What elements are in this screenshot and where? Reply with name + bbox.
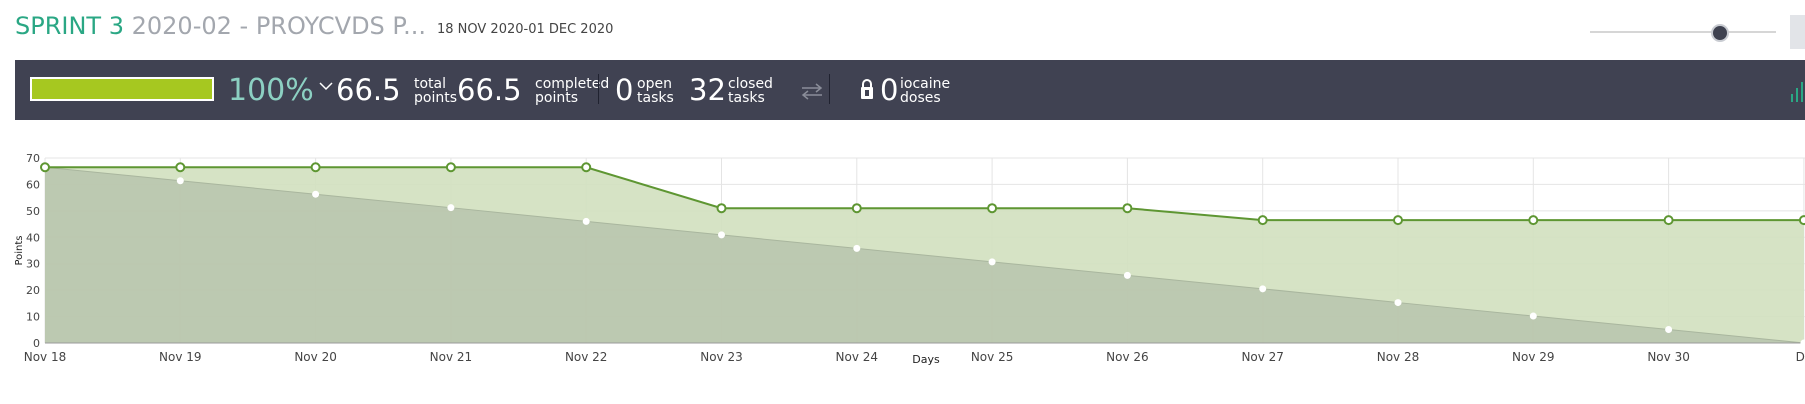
open-tasks-label: open tasks	[637, 76, 674, 106]
ideal-data-point[interactable]	[176, 177, 184, 185]
ideal-data-point[interactable]	[1259, 285, 1267, 293]
ideal-data-point[interactable]	[312, 190, 320, 198]
completed-points-label: completed points	[535, 76, 610, 106]
ideal-data-point[interactable]	[718, 231, 725, 239]
ideal-data-point[interactable]	[1394, 299, 1402, 307]
options-button[interactable]	[1790, 15, 1805, 49]
project-name[interactable]: 2020-02 - PROYCVDS P...	[131, 12, 427, 40]
y-axis-title: Points	[14, 235, 25, 265]
y-tick-label: 70	[26, 152, 40, 165]
x-tick-label: Nov 24	[836, 350, 879, 364]
y-tick-label: 50	[26, 205, 40, 218]
ideal-data-point[interactable]	[447, 204, 455, 212]
sprint-date-range: 18 NOV 2020-01 DEC 2020	[437, 22, 614, 37]
y-tick-label: 60	[26, 178, 40, 191]
swap-arrows-icon[interactable]	[800, 82, 824, 100]
completed-points-value: 66.5	[457, 73, 522, 107]
real-data-point[interactable]	[310, 162, 321, 173]
progress-percent: 100%	[228, 73, 314, 108]
real-data-point[interactable]	[1393, 215, 1403, 226]
real-data-point[interactable]	[1663, 215, 1674, 226]
x-tick-label: Nov 27	[1241, 350, 1284, 364]
real-data-point[interactable]	[175, 162, 186, 173]
y-tick-label: 40	[26, 231, 40, 244]
ideal-data-point[interactable]	[1123, 271, 1131, 279]
x-tick-label: Nov 21	[430, 350, 473, 364]
closed-tasks-value: 32	[689, 73, 726, 107]
real-data-point[interactable]	[1528, 215, 1539, 226]
x-tick-label: Nov 25	[971, 350, 1014, 364]
stats-divider	[829, 74, 830, 104]
real-data-point[interactable]	[1257, 215, 1268, 226]
x-tick-label: Nov 26	[1106, 350, 1149, 364]
ideal-data-point[interactable]	[1529, 312, 1537, 320]
x-tick-label: Nov 22	[565, 350, 608, 364]
iocaine-doses-value: 0	[880, 73, 899, 107]
real-data-point[interactable]	[1122, 203, 1133, 214]
real-data-point[interactable]	[581, 162, 592, 173]
burndown-chart: 0 10 20 30 40 50 60 70 Nov 18 Nov 19 Nov 20 Nov 21 N…	[14, 152, 1805, 366]
x-tick-label: Nov 28	[1377, 350, 1420, 364]
ideal-burndown-line	[44, 166, 1804, 344]
real-data-point[interactable]	[1798, 215, 1805, 226]
zoom-slider[interactable]	[1590, 22, 1776, 42]
ideal-data-point[interactable]	[1665, 326, 1673, 334]
zoom-slider-thumb[interactable]	[1711, 24, 1730, 42]
closed-tasks-label: closed tasks	[728, 76, 773, 106]
y-tick-label: 30	[26, 258, 40, 271]
real-data-point[interactable]	[40, 162, 50, 173]
progress-bar	[30, 77, 214, 101]
x-tick-label: Nov 30	[1647, 350, 1690, 364]
real-data-point[interactable]	[987, 203, 998, 214]
ideal-data-point[interactable]	[853, 244, 861, 252]
iocaine-doses-label: iocaine doses	[900, 76, 951, 106]
ideal-data-point[interactable]	[1800, 339, 1805, 347]
x-tick-label: Nov 18	[24, 350, 67, 364]
real-data-point[interactable]	[445, 162, 456, 173]
sprint-title: SPRINT 3 2020-02 - PROYCVDS P...	[15, 12, 426, 40]
y-tick-label: 10	[26, 311, 40, 324]
x-tick-label: Nov 23	[700, 350, 743, 364]
sprint-stats-bar: 100% 66.5 total points 66.5 completed po…	[15, 60, 1805, 120]
zoom-slider-track[interactable]	[1590, 31, 1776, 33]
ideal-data-point[interactable]	[582, 217, 590, 225]
real-data-point[interactable]	[716, 203, 727, 214]
total-points-value: 66.5	[336, 73, 401, 107]
real-burndown-line	[45, 166, 1804, 222]
x-tick-label: Nov 20	[294, 350, 337, 364]
stats-divider	[598, 74, 599, 104]
ideal-data-point[interactable]	[988, 258, 996, 266]
x-tick-label: Nov 29	[1512, 350, 1555, 364]
chevron-down-icon[interactable]	[318, 78, 334, 94]
real-data-point[interactable]	[851, 203, 862, 214]
x-tick-label: De	[1796, 350, 1805, 364]
x-tick-label: Nov 19	[159, 350, 202, 364]
open-tasks-value: 0	[615, 73, 634, 107]
y-tick-label: 20	[26, 284, 40, 297]
total-points-label: total points	[414, 76, 457, 106]
graph-toggle-icon[interactable]	[1790, 82, 1805, 102]
x-axis-title: Days	[912, 353, 940, 366]
lock-icon	[861, 79, 873, 99]
sprint-name: SPRINT 3	[15, 12, 124, 40]
y-tick-label: 0	[33, 337, 40, 350]
sprint-header: SPRINT 3 2020-02 - PROYCVDS P... 18 NOV …	[0, 0, 1805, 60]
